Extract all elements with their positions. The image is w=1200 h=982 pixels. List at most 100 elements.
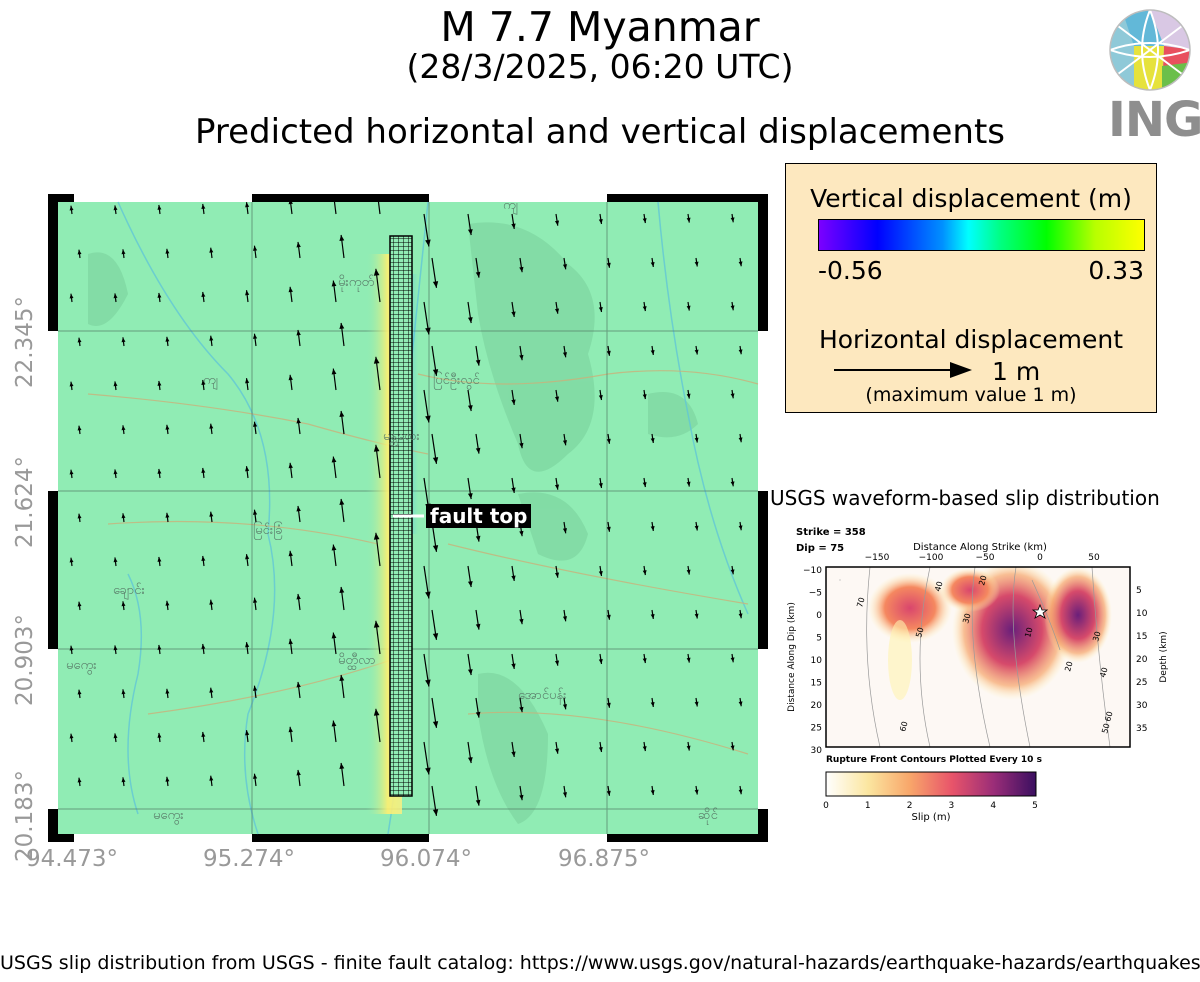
y-tick-label: 25 [811, 724, 822, 734]
displacement-arrowhead [209, 511, 214, 517]
contour-value-label: 40 [933, 580, 944, 592]
displacement-arrowhead [165, 600, 170, 606]
displacement-arrowhead [467, 405, 473, 412]
displacement-arrowhead [467, 669, 473, 676]
displacement-arrowhead [467, 317, 473, 324]
displacement-arrowhead [69, 733, 74, 739]
displacement-arrowhead [511, 751, 516, 757]
displacement-arrowhead [288, 550, 293, 557]
displacement-arrowhead [201, 467, 206, 473]
displacement-arrowhead [432, 281, 439, 288]
displacement-arrowhead [519, 706, 524, 713]
contour-value-label: 20 [1063, 660, 1074, 672]
displacement-arrowhead [425, 415, 431, 423]
displacement-arrowhead [77, 425, 82, 431]
displacement-arrowhead [562, 792, 568, 798]
svg-text:မြင်းခြံ: မြင်းခြံ [253, 521, 283, 540]
displacement-arrowhead [113, 205, 118, 211]
x-axis-label: Distance Along Strike (km) [913, 542, 1047, 553]
displacement-arrowhead [511, 575, 516, 581]
displacement-arrowhead [339, 674, 345, 682]
svg-text:မကွေး: မကွေး [66, 658, 97, 675]
slip-colorbar [825, 771, 1037, 797]
displacement-arrowhead [339, 322, 345, 330]
x-tick-label: 50 [1088, 553, 1100, 563]
displacement-arrowhead [554, 220, 560, 226]
displacement-arrowhead [642, 746, 647, 752]
displacement-arrowhead [519, 530, 524, 537]
y-tick-label: 30 [811, 746, 823, 756]
displacement-arrowhead [730, 305, 735, 311]
displacement-arrowhead [650, 350, 655, 355]
displacement-arrowhead [288, 198, 293, 205]
displacement-arrowhead [209, 687, 214, 693]
displacement-arrowhead [642, 482, 647, 488]
max-value-note: (maximum value 1 m) [865, 384, 1077, 406]
contour-value-label: 60 [1103, 710, 1114, 722]
displacement-arrowhead [467, 493, 473, 500]
depth-tick-label: 35 [1136, 724, 1147, 734]
displacement-arrowhead [373, 444, 380, 452]
displacement-arrowhead [425, 591, 431, 599]
displacement-arrowhead [554, 484, 560, 490]
displacement-arrowhead [121, 513, 126, 519]
svg-text:မကွေး: မကွေး [153, 808, 184, 825]
displacement-arrowhead [425, 327, 431, 335]
contour-value-label: 50 [914, 626, 925, 638]
displacement-arrowhead [467, 757, 473, 764]
x-tick-label: −150 [865, 553, 890, 563]
displacement-arrowhead [245, 466, 250, 472]
displacement-arrowhead [642, 658, 647, 664]
displacement-arrowhead [432, 369, 439, 376]
displacement-arrowhead [738, 789, 743, 795]
svg-text:အောင်ပန်း: အောင်ပန်း [518, 687, 566, 705]
displacement-arrowhead [331, 720, 337, 727]
displacement-arrowhead [296, 329, 301, 336]
y-tick-label: 20 [811, 701, 823, 711]
displacement-arrowhead [425, 239, 431, 247]
lon-label-2: 95.274° [203, 846, 295, 872]
displacement-arrowhead [598, 306, 603, 312]
displacement-arrowhead [598, 482, 603, 488]
displacement-arrowhead [606, 702, 611, 708]
footer-credit: USGS slip distribution from USGS - finit… [0, 952, 1200, 974]
depth-tick-label: 10 [1136, 609, 1148, 619]
displacement-arrowhead [606, 438, 611, 444]
displacement-arrowhead [77, 601, 82, 607]
displacement-arrowhead [209, 423, 214, 429]
displacement-arrowhead [253, 509, 258, 515]
displacement-arrowhead [288, 286, 293, 293]
displacement-arrowhead [296, 505, 301, 512]
displacement-arrowhead [201, 555, 206, 561]
scale-arrow-label: 1 m [992, 357, 1041, 386]
displacement-arrowhead [245, 202, 250, 208]
displacement-arrowhead [511, 663, 516, 669]
displacement-arrowhead [562, 704, 568, 710]
displacement-arrowhead [730, 393, 735, 399]
displacement-arrowhead [288, 374, 293, 381]
legend-box: Vertical displacement (m) -0.56 0.33 Hor… [785, 163, 1157, 413]
displacement-arrowhead [253, 773, 258, 779]
displacement-arrowhead [511, 311, 516, 317]
displacement-arrowhead [339, 762, 345, 770]
y-axis-label: Distance Along Dip (km) [787, 602, 797, 712]
epicenter-star-icon [1031, 603, 1049, 619]
displacement-arrowhead [554, 572, 560, 578]
displacement-arrowhead [432, 633, 439, 640]
displacement-arrowhead [331, 280, 337, 287]
displacement-arrowhead [475, 535, 481, 542]
displacement-arrowhead [209, 335, 214, 341]
displacement-arrowhead [331, 456, 337, 463]
displacement-arrowhead [694, 613, 699, 619]
displacement-arrowhead [165, 336, 170, 342]
lon-label-3: 96.074° [380, 846, 472, 872]
displacement-arrowhead [69, 293, 74, 299]
slip-tick-label: 3 [949, 801, 955, 811]
vertical-displacement-title: Vertical displacement (m) [810, 184, 1132, 213]
displacement-arrowhead [432, 721, 439, 728]
displacement-arrowhead [121, 689, 126, 695]
displacement-arrowhead [425, 767, 431, 775]
strike-label: Strike = 358 [796, 527, 866, 538]
slip-tick-label: 1 [865, 801, 871, 811]
displacement-arrowhead [475, 623, 481, 630]
